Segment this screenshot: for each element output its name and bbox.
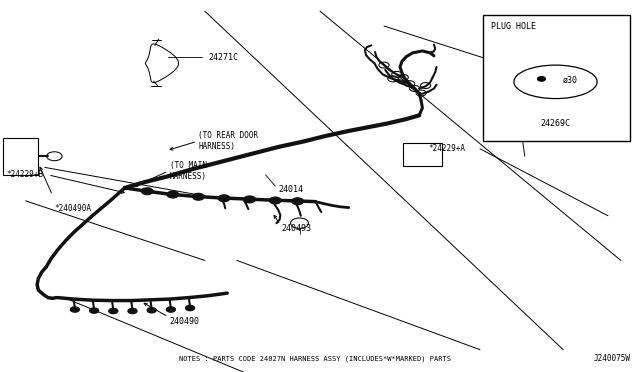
Circle shape xyxy=(186,305,195,311)
Circle shape xyxy=(244,196,255,203)
Text: 24271C: 24271C xyxy=(208,53,238,62)
Circle shape xyxy=(218,195,230,202)
Text: (TO REAR DOOR
HARNESS): (TO REAR DOOR HARNESS) xyxy=(198,131,259,151)
Circle shape xyxy=(141,188,153,195)
Text: PLUG HOLE: PLUG HOLE xyxy=(491,22,536,31)
Circle shape xyxy=(167,191,179,198)
Text: J240075W: J240075W xyxy=(593,355,630,363)
Circle shape xyxy=(147,308,156,313)
Text: *240490A: *240490A xyxy=(54,204,92,213)
Bar xyxy=(3,138,38,175)
Text: NOTES : PARTS CODE 24027N HARNESS ASSY (INCLUDES*W*MARKED) PARTS: NOTES : PARTS CODE 24027N HARNESS ASSY (… xyxy=(179,356,451,362)
Circle shape xyxy=(109,308,118,314)
Text: 24014: 24014 xyxy=(278,185,303,194)
Bar xyxy=(403,143,442,166)
Circle shape xyxy=(90,308,99,313)
Circle shape xyxy=(193,193,204,200)
Circle shape xyxy=(538,77,545,81)
Circle shape xyxy=(269,197,281,204)
Circle shape xyxy=(70,307,79,312)
Text: 240490: 240490 xyxy=(170,317,200,326)
Text: 240493: 240493 xyxy=(282,224,312,233)
Text: ø30: ø30 xyxy=(563,76,578,84)
Text: *24229+A: *24229+A xyxy=(429,144,466,153)
Ellipse shape xyxy=(514,65,597,99)
Text: 24269C: 24269C xyxy=(541,119,570,128)
Circle shape xyxy=(128,308,137,314)
Bar xyxy=(483,15,630,141)
Text: (TO MAIN
HARNESS): (TO MAIN HARNESS) xyxy=(170,161,207,181)
Circle shape xyxy=(292,198,303,205)
Circle shape xyxy=(166,307,175,312)
Text: *24229+B: *24229+B xyxy=(6,170,44,179)
